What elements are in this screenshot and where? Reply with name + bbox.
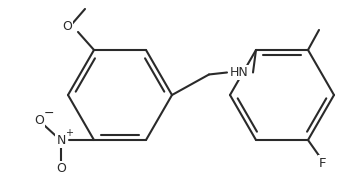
Text: F: F	[319, 157, 327, 170]
Text: −: −	[44, 107, 54, 120]
Text: +: +	[65, 128, 73, 138]
Text: O: O	[56, 162, 66, 175]
Text: N: N	[56, 134, 66, 146]
Text: HN: HN	[230, 66, 248, 79]
Text: O: O	[34, 113, 44, 126]
Text: O: O	[62, 20, 72, 33]
